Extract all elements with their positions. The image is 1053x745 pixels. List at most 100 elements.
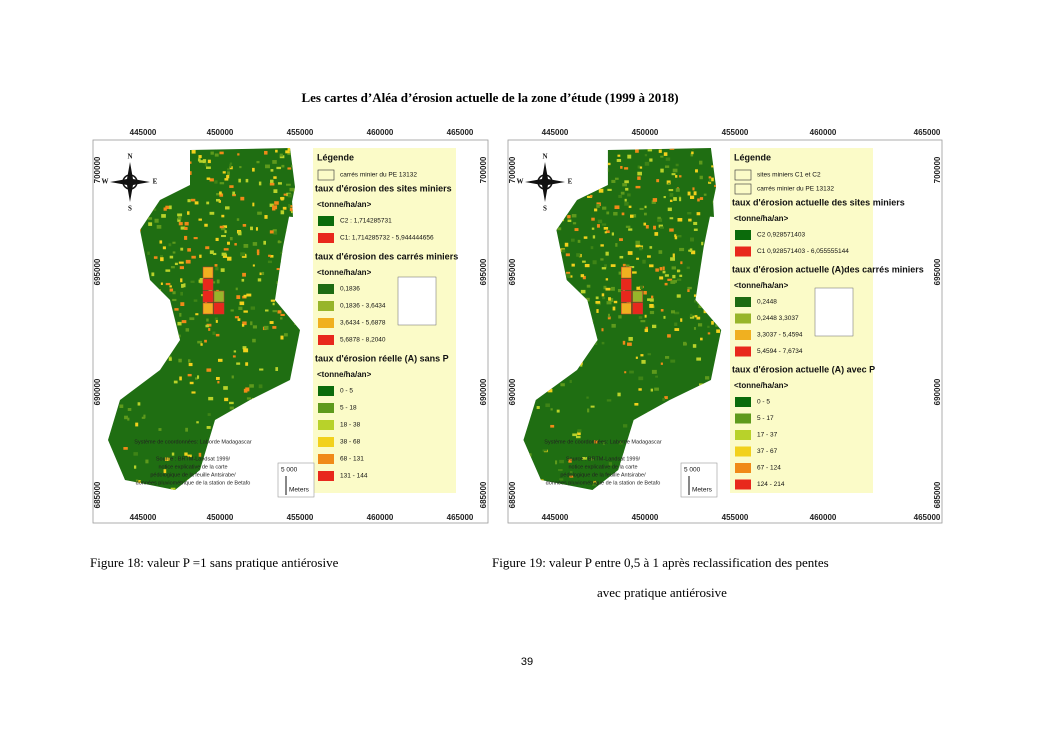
terrain-cell [606, 211, 610, 215]
terrain-cell [664, 165, 670, 168]
terrain-cell [663, 195, 666, 199]
terrain-cell [664, 274, 669, 277]
source-text: pédologique de la feuille Antsirabe/ [150, 472, 236, 478]
terrain-cell [270, 179, 274, 184]
terrain-cell [674, 234, 677, 238]
terrain-cell [567, 215, 571, 219]
source-text: Système de coordonnées: Laborde Madagasc… [544, 439, 662, 445]
terrain-cell [227, 241, 230, 245]
terrain-cell [172, 298, 177, 302]
terrain-cell [206, 426, 211, 429]
terrain-cell [189, 381, 194, 385]
terrain-cell [623, 424, 628, 428]
terrain-cell [635, 185, 641, 189]
terrain-cell [256, 249, 260, 253]
terrain-cell [556, 409, 560, 413]
terrain-cell [198, 218, 202, 221]
terrain-cell [275, 149, 278, 153]
terrain-cell [197, 158, 201, 162]
terrain-cell [259, 368, 264, 371]
terrain-cell [675, 188, 680, 192]
terrain-cell [154, 218, 159, 223]
terrain-cell [591, 227, 595, 230]
terrain-cell [193, 299, 198, 302]
terrain-cell [206, 177, 211, 180]
terrain-cell [189, 317, 195, 321]
terrain-cell [619, 238, 623, 242]
terrain-cell [287, 151, 292, 156]
terrain-cell [624, 180, 629, 184]
terrain-cell [233, 350, 237, 353]
terrain-cell [246, 293, 252, 297]
y-coordinate: 690000 [933, 378, 942, 405]
terrain-cell [577, 431, 581, 436]
terrain-cell [669, 217, 674, 220]
scale-box [680, 462, 718, 498]
terrain-cell [700, 337, 703, 341]
terrain-cell [693, 191, 697, 196]
legend-heading: taux d'érosion réelle (A) sans P [315, 353, 449, 363]
terrain-cell [227, 171, 230, 176]
legend-label: 37 - 67 [757, 448, 778, 455]
terrain-cell [206, 201, 210, 205]
terrain-cell [224, 230, 227, 234]
terrain-cell [177, 218, 181, 222]
x-coordinate: 460000 [367, 513, 394, 522]
terrain-cell [257, 278, 262, 282]
terrain-cell [264, 215, 268, 219]
legend-swatch [735, 297, 751, 307]
terrain-cell [634, 402, 639, 406]
terrain-cell [665, 157, 671, 161]
terrain-cell [617, 288, 621, 293]
legend-label: 38 - 68 [340, 439, 361, 446]
terrain-cell [620, 191, 625, 195]
terrain-cell [605, 287, 611, 291]
terrain-cell [668, 189, 674, 192]
terrain-cell [693, 228, 698, 231]
legend-label: 5,4594 - 7,6734 [757, 348, 803, 355]
terrain-cell [613, 211, 618, 216]
terrain-cell [178, 222, 183, 226]
terrain-cell [280, 317, 283, 320]
terrain-cell [264, 309, 269, 312]
terrain-cell [618, 271, 623, 275]
compass-letter: W [102, 178, 109, 186]
terrain-cell [222, 171, 226, 174]
terrain-cell [580, 289, 586, 294]
terrain-cell [160, 255, 164, 259]
terrain-cell [611, 323, 616, 328]
terrain-cell [679, 175, 682, 178]
terrain-cell [627, 154, 632, 159]
terrain-cell [679, 197, 682, 202]
terrain-cell [659, 267, 663, 271]
terrain-cell [205, 324, 210, 328]
terrain-cell [168, 243, 172, 247]
terrain-cell [242, 346, 247, 350]
terrain-cell [568, 458, 572, 463]
terrain-cell [675, 163, 679, 167]
terrain-cell [159, 240, 163, 244]
y-coordinate: 695000 [479, 258, 488, 285]
legend-swatch [317, 169, 335, 181]
terrain-cell [637, 171, 642, 176]
terrain-cell [687, 191, 691, 196]
terrain-cell [243, 388, 248, 393]
terrain-cell [613, 300, 618, 304]
legend-label: 131 - 144 [340, 473, 368, 480]
terrain-cell [242, 272, 246, 277]
terrain-cell [669, 228, 674, 232]
terrain-cell [221, 252, 227, 256]
legend-label: 67 - 124 [757, 465, 781, 472]
compass-letter: S [543, 205, 547, 213]
terrain-cell [627, 251, 633, 255]
legend-heading: taux d'érosion des carrés miniers [315, 251, 458, 261]
terrain-cell [649, 303, 654, 308]
terrain-cell [240, 196, 245, 201]
terrain-cell [660, 309, 664, 312]
terrain-cell [232, 193, 236, 197]
terrain-cell [272, 302, 275, 306]
terrain-cell [206, 318, 209, 322]
terrain-cell [594, 341, 598, 346]
terrain-cell [705, 376, 710, 380]
terrain-cell [229, 401, 234, 405]
